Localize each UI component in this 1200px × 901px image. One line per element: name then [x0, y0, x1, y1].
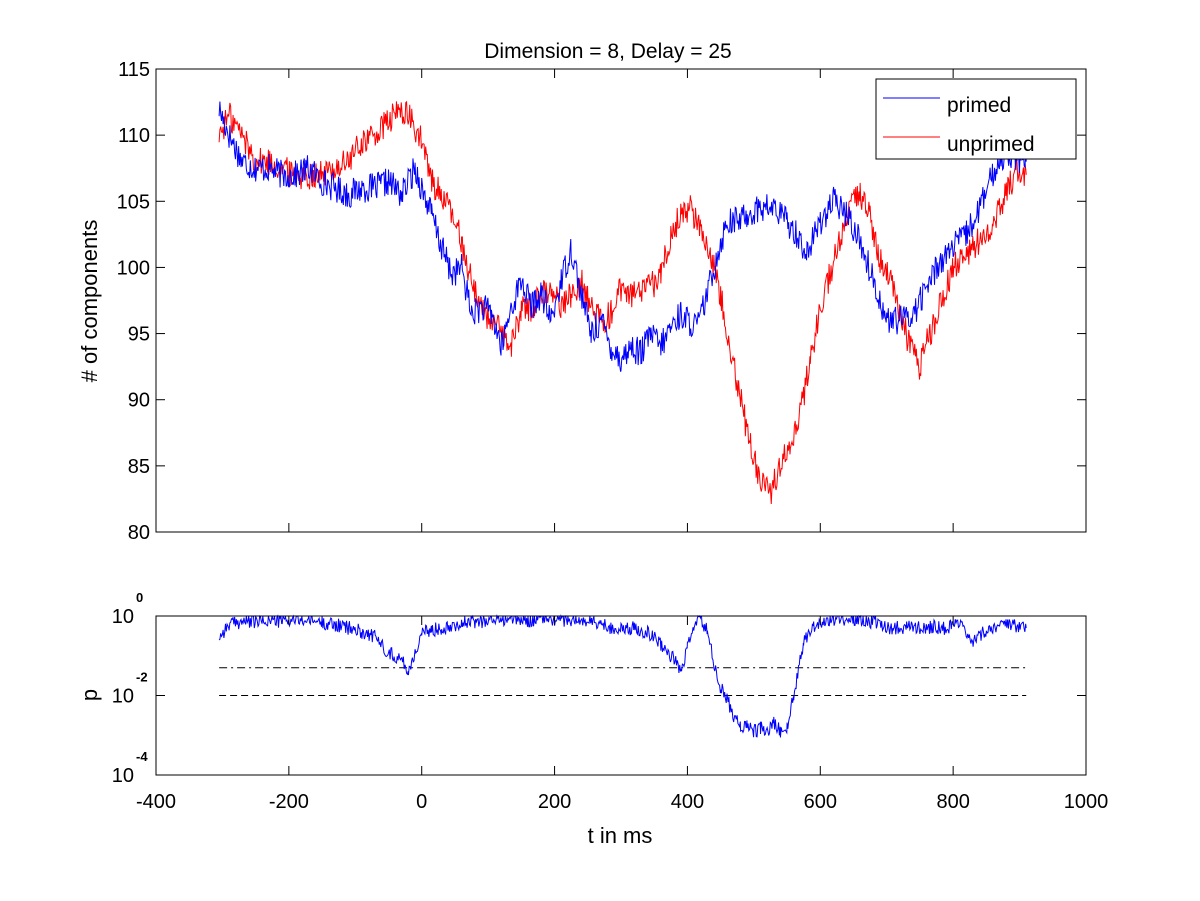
legend-label-primed: primed [947, 94, 1011, 117]
x-tick-label: 200 [538, 791, 571, 813]
top-axes-frame [155, 68, 1087, 533]
top-ytick-label: 95 [128, 324, 150, 346]
legend: primed unprimed [875, 78, 1077, 160]
legend-box [875, 78, 1077, 160]
bottom-ytick-base: 10 [112, 686, 134, 708]
series-line-unprimed [218, 100, 1027, 504]
bottom-ytick-base: 10 [112, 606, 134, 628]
bottom-series-group [218, 614, 1027, 738]
bottom-y-axis-label: p [77, 689, 102, 701]
x-tick-label: -200 [269, 791, 309, 813]
bottom-ytick-base: 10 [112, 765, 134, 787]
x-tick-label: 0 [416, 791, 427, 813]
x-axis-label: t in ms [588, 823, 653, 848]
x-tick-label: 400 [671, 791, 704, 813]
top-y-axis-label: # of components [77, 220, 102, 383]
series-line-p-value [218, 614, 1027, 738]
top-series-group [218, 100, 1027, 504]
chart-title: Dimension = 8, Delay = 25 [484, 40, 731, 63]
top-ytick-label: 90 [128, 390, 150, 412]
legend-label-unprimed: unprimed [947, 133, 1035, 156]
top-ytick-label: 115 [118, 59, 150, 81]
series-line-primed [218, 101, 1027, 372]
x-tick-label: 1000 [1064, 791, 1109, 813]
x-tick-label: 800 [936, 791, 969, 813]
top-ytick-label: 85 [128, 456, 150, 478]
top-ytick-label: 105 [117, 191, 150, 213]
top-ytick-label: 80 [128, 522, 150, 544]
x-tick-label: -400 [136, 791, 176, 813]
bottom-ytick-exponent: -4 [136, 749, 148, 764]
bottom-ytick-exponent: -2 [136, 670, 148, 685]
top-ticks-group: 80 85 90 95 100 105 110 115 [117, 59, 1087, 544]
top-ytick-label: 100 [117, 257, 150, 279]
top-chart: Dimension = 8, Delay = 25 80 85 90 95 100 105… [77, 40, 1087, 544]
bottom-ytick-exponent: 0 [136, 590, 143, 605]
x-tick-label: 600 [804, 791, 837, 813]
top-ytick-label: 110 [118, 125, 150, 147]
